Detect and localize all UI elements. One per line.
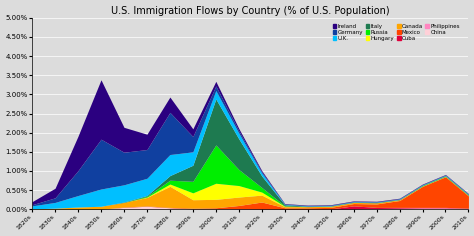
Legend: Ireland, Germany, U.K., Italy, Russia, Hungary, Canada, Mexico, Cuba, Philippine: Ireland, Germany, U.K., Italy, Russia, H… <box>331 22 461 42</box>
Title: U.S. Immigration Flows by Country (% of U.S. Population): U.S. Immigration Flows by Country (% of … <box>111 6 390 16</box>
